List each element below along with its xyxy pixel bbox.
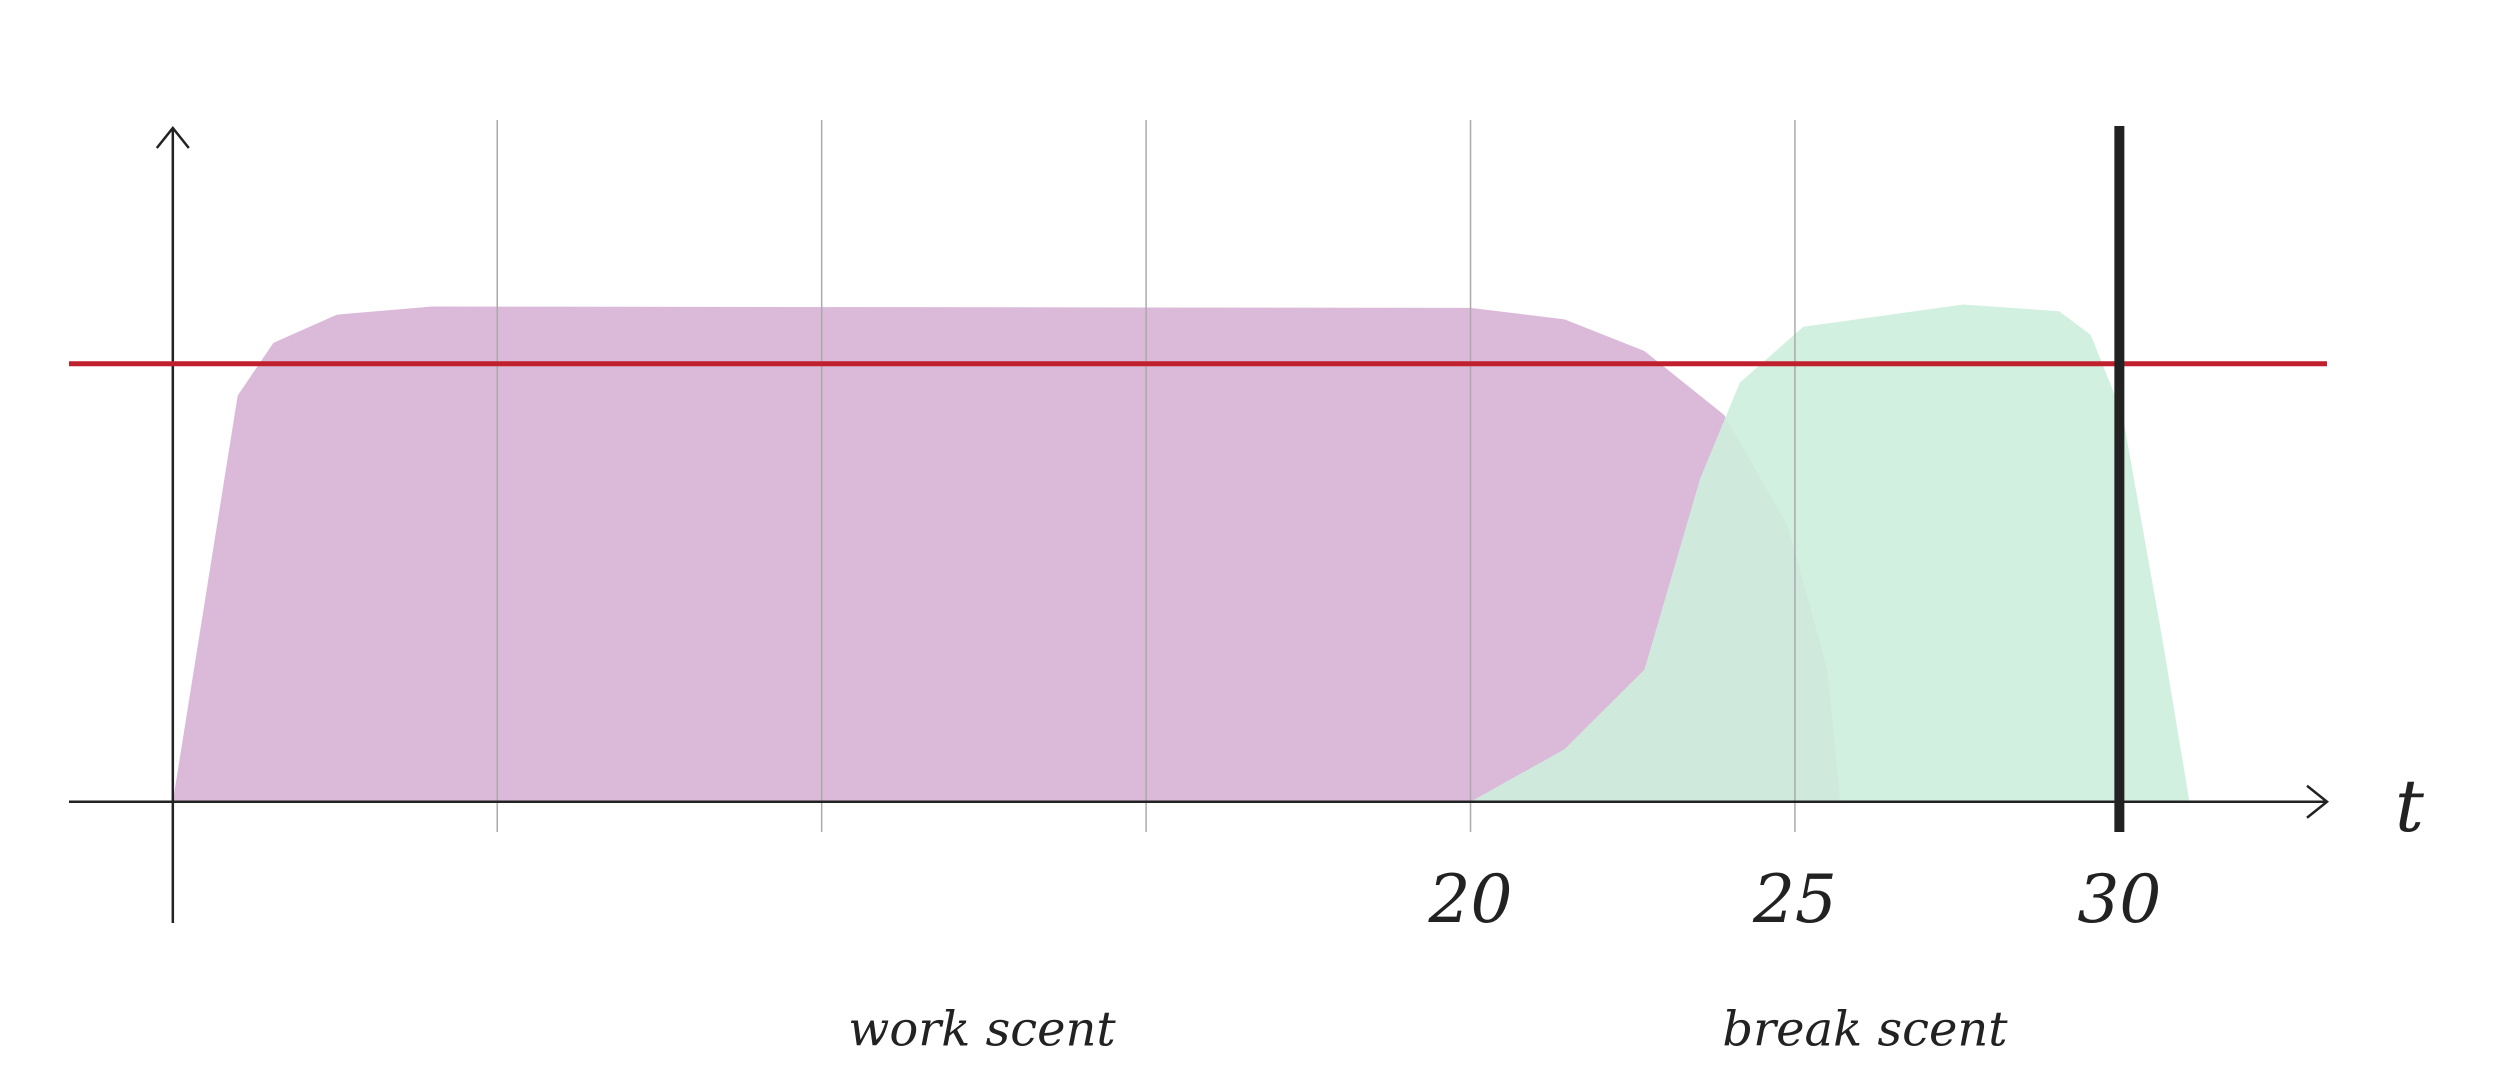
- x-tick-label: 20: [1428, 861, 1513, 938]
- x-tick-label: 30: [2077, 861, 2161, 938]
- area: [1470, 304, 2190, 802]
- series-label: break scent: [1722, 1002, 2008, 1058]
- series-label: work scent: [848, 1002, 1116, 1058]
- y-axis-arrow: [155, 125, 190, 149]
- x-tick-label: 25: [1752, 861, 1837, 938]
- area: [172, 306, 1841, 802]
- x-axis-label: t: [2395, 764, 2425, 848]
- overlay: [69, 120, 2330, 923]
- x-axis-arrow: [2306, 784, 2330, 819]
- areas: [172, 304, 2190, 802]
